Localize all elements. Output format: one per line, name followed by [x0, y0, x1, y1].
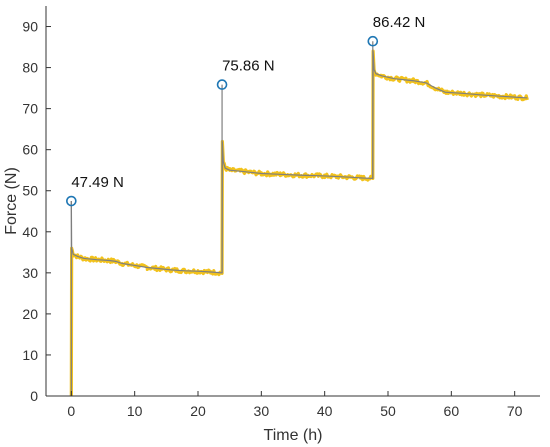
- y-axis-ticks: 0 10 20 30 40 50 60 70 80 90: [22, 19, 51, 404]
- x-axis-label: Time (h): [264, 427, 323, 444]
- x-tick-label: 10: [127, 403, 143, 419]
- x-tick-label: 60: [444, 403, 460, 419]
- x-tick-label: 20: [190, 403, 206, 419]
- x-tick-label: 50: [380, 403, 396, 419]
- peak-marker: [216, 79, 228, 90]
- axes: [45, 6, 540, 397]
- peak-label: 86.42 N: [373, 14, 426, 31]
- x-tick-label: 0: [67, 403, 75, 419]
- peak-marker: [66, 195, 77, 207]
- raw-data-layer: [69, 49, 529, 397]
- peak-marker: [367, 35, 379, 47]
- peak-label: 75.86 N: [222, 58, 275, 75]
- x-axis-ticks: 0 10 20 30 40 50 60 70: [67, 391, 523, 419]
- y-tick-label: 30: [22, 265, 38, 281]
- plot-area: [66, 35, 529, 397]
- x-tick-label: 30: [254, 403, 270, 419]
- y-tick-label: 0: [30, 388, 38, 404]
- x-tick-label: 70: [507, 403, 523, 419]
- raw-data-series: [69, 49, 529, 397]
- y-tick-label: 20: [22, 306, 38, 322]
- peak-label: 47.49 N: [71, 174, 124, 191]
- y-tick-label: 80: [22, 60, 38, 76]
- y-tick-label: 70: [22, 101, 38, 117]
- annotations: 47.49 N 75.86 N 86.42 N: [71, 14, 425, 191]
- y-tick-label: 40: [22, 224, 38, 240]
- y-tick-label: 50: [22, 183, 38, 199]
- y-tick-label: 90: [22, 19, 38, 35]
- fit-line-series: [70, 51, 528, 274]
- x-tick-label: 40: [317, 403, 333, 419]
- peak-marker-layer: [66, 35, 379, 207]
- fit-line-layer: [70, 41, 528, 396]
- y-tick-label: 10: [22, 347, 38, 363]
- y-tick-label: 60: [22, 142, 38, 158]
- y-axis-label: Force (N): [3, 167, 20, 235]
